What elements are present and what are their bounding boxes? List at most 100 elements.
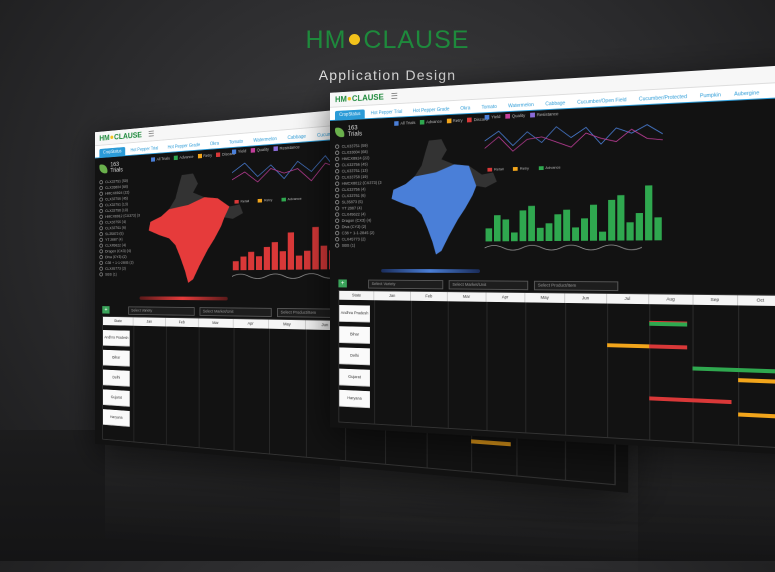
screen-left: HM CLAUSE ☰ CropStatus Hot Pepper Trial Hot…	[95, 83, 629, 493]
add-button[interactable]: +	[338, 279, 347, 288]
schedule-cell[interactable]	[737, 378, 775, 384]
bar-19[interactable]	[654, 217, 662, 241]
state-row-label[interactable]: Haryana	[339, 389, 370, 409]
map-legend-item[interactable]: Advance	[173, 154, 193, 161]
bar-legend-item: Advance	[281, 196, 302, 202]
state-row-label[interactable]: Andhra Pradesh	[103, 330, 130, 347]
bar-8[interactable]	[554, 214, 562, 241]
filter-select-0[interactable]: Select Variety	[368, 279, 444, 290]
crop-list: CLX33751 (59) CLX33804 (68) HMCX8924 (22) C…	[99, 177, 145, 278]
state-row-label[interactable]: Haryana	[103, 409, 130, 427]
tab-3[interactable]: Okra	[460, 105, 471, 112]
tab-4[interactable]: Tomato	[481, 104, 497, 111]
bar-18[interactable]	[645, 185, 653, 241]
bar-1[interactable]	[240, 256, 247, 271]
map-legend-item[interactable]: All Trials	[151, 156, 170, 163]
schedule-cell[interactable]	[649, 396, 732, 404]
bar-0[interactable]	[485, 228, 493, 242]
filter-select-2[interactable]: Select Product/Item	[533, 280, 619, 292]
brand-dot-icon	[349, 33, 361, 45]
bar-4[interactable]	[263, 246, 270, 270]
grid-column-divider	[606, 303, 608, 438]
grid-header-cell: Apr	[486, 292, 526, 303]
bar-0[interactable]	[232, 261, 239, 271]
bar-10[interactable]	[572, 227, 580, 241]
bar-9[interactable]	[304, 250, 311, 270]
map-slider[interactable]	[381, 268, 480, 273]
crop-list-item[interactable]: SBS (1)	[335, 242, 388, 249]
bar-5[interactable]	[271, 242, 278, 270]
menu-icon[interactable]: ☰	[390, 90, 398, 101]
tab-10[interactable]: Aubergine	[734, 90, 760, 98]
bar-15[interactable]	[617, 195, 625, 241]
crop-list-item[interactable]: SBS (1)	[99, 271, 145, 277]
grid-column-divider	[447, 301, 449, 428]
bar-2[interactable]	[248, 251, 255, 271]
add-button[interactable]: +	[102, 306, 110, 314]
state-row-label[interactable]: Delhi	[103, 369, 130, 387]
state-row-label[interactable]: Bihar	[339, 326, 370, 344]
bar-legend-item: Retry	[513, 166, 529, 171]
dashboard: 163 Trials CLX33751 (59) CLX33804 (68) HMCX…	[95, 117, 629, 493]
bar-14[interactable]	[608, 199, 616, 241]
schedule-cell[interactable]	[737, 412, 775, 419]
grid-column-divider	[692, 304, 695, 443]
bar-11[interactable]	[581, 218, 588, 241]
grid-column-divider	[165, 326, 167, 445]
india-map[interactable]	[383, 133, 501, 259]
menu-icon[interactable]: ☰	[148, 128, 155, 138]
state-row-label[interactable]: Andhra Pradesh	[339, 305, 370, 323]
tab-5[interactable]: Watermelon	[508, 102, 534, 110]
grid-header-cell: Sep	[693, 294, 738, 306]
bar-9[interactable]	[563, 209, 571, 241]
filter-select-1[interactable]: Select Market/Unit	[448, 280, 529, 291]
bar-11[interactable]	[320, 245, 328, 270]
bar-17[interactable]	[635, 212, 643, 241]
range-wave[interactable]	[485, 242, 642, 252]
state-row-label[interactable]: Gujarat	[339, 368, 370, 387]
schedule-cell[interactable]	[649, 321, 688, 327]
bar-2[interactable]	[502, 219, 510, 242]
india-map[interactable]	[141, 167, 246, 288]
bar-7[interactable]	[545, 223, 553, 242]
map-legend-item[interactable]: Retry	[197, 153, 212, 159]
crop-panel: 163 Trials CLX33751 (59) CLX33804 (68) HMCX…	[335, 123, 388, 248]
tab-3[interactable]: Okra	[210, 141, 220, 148]
grid-column-divider	[410, 300, 412, 426]
filter-select-0[interactable]: Select Variety	[128, 306, 195, 316]
tab-6[interactable]: Cabbage	[545, 100, 566, 108]
map-legend-item[interactable]: All Trials	[394, 120, 415, 127]
bar-16[interactable]	[626, 222, 634, 241]
bar-13[interactable]	[599, 231, 607, 241]
dashboard: 163 Trials CLX33751 (59) CLX33804 (68) HMCX…	[330, 92, 775, 462]
bar-5[interactable]	[528, 205, 535, 242]
bar-6[interactable]	[279, 251, 286, 270]
bar-4[interactable]	[519, 210, 527, 242]
schedule-cell[interactable]	[649, 344, 688, 350]
brand-logo: HM CLAUSE	[0, 26, 775, 55]
grid-column-divider	[737, 305, 740, 445]
bar-1[interactable]	[493, 215, 501, 242]
map-legend-item[interactable]: Retry	[446, 118, 463, 124]
state-row-label[interactable]: Gujarat	[103, 389, 130, 407]
map-slider[interactable]	[139, 296, 228, 301]
tab-0[interactable]: CropStatus	[335, 109, 365, 120]
filter-select-1[interactable]: Select Market/Unit	[199, 307, 272, 317]
schedule-cell[interactable]	[470, 438, 511, 446]
state-row-label[interactable]: Bihar	[103, 349, 130, 367]
bar-7[interactable]	[287, 232, 295, 270]
bar-legend-item: Retry	[257, 197, 272, 203]
crop-panel: 163 Trials CLX33751 (59) CLX33804 (68) HMCX…	[99, 160, 145, 278]
tab-9[interactable]: Pumpkin	[699, 92, 721, 100]
bar-3[interactable]	[510, 232, 518, 242]
bar-3[interactable]	[255, 256, 263, 271]
bar-6[interactable]	[536, 227, 544, 242]
state-row-label[interactable]: Delhi	[339, 347, 370, 366]
map-legend-item[interactable]: Advance	[419, 119, 442, 125]
filter-selects: Select Variety Select Market/Unit Select P…	[368, 279, 619, 292]
bar-10[interactable]	[312, 226, 319, 270]
calendar-grid: StateJanFebMarAprMayJunJulAugSepOctNovDe…	[338, 290, 775, 455]
schedule-cell[interactable]	[692, 366, 775, 374]
bar-12[interactable]	[589, 204, 598, 241]
bar-8[interactable]	[295, 255, 303, 270]
